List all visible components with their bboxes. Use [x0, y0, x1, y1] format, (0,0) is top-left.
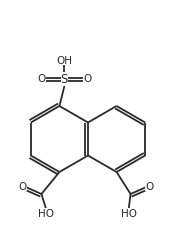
Text: O: O: [145, 181, 154, 191]
Text: S: S: [61, 72, 68, 85]
Text: O: O: [18, 181, 27, 191]
Text: O: O: [83, 74, 92, 84]
Text: HO: HO: [121, 208, 137, 218]
Text: O: O: [37, 74, 46, 84]
Text: OH: OH: [56, 56, 72, 66]
Text: HO: HO: [38, 208, 54, 218]
